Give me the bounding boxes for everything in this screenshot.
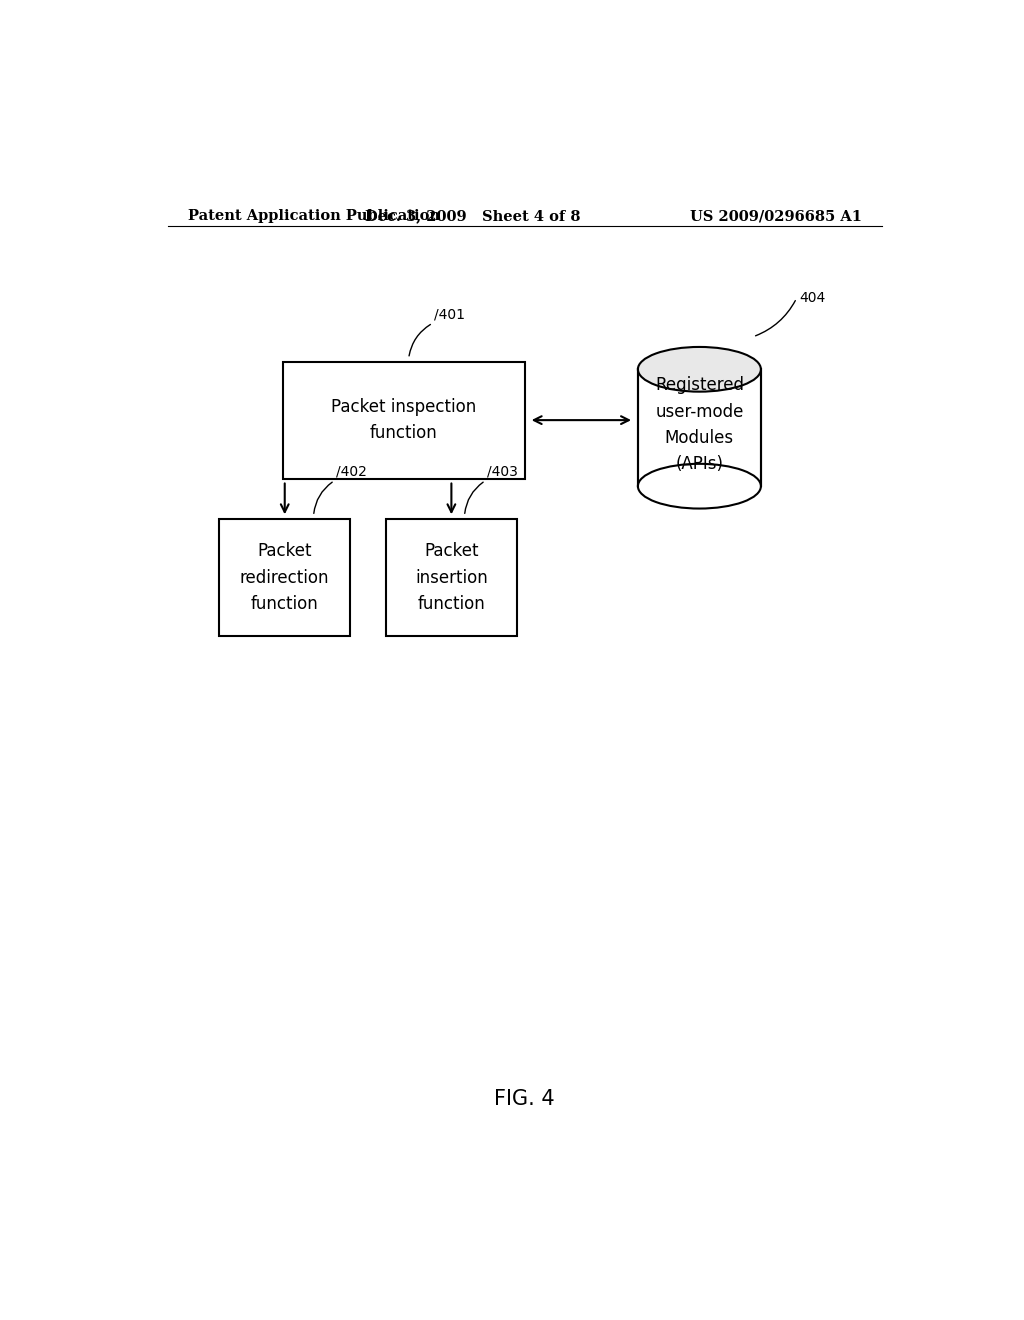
Text: 404: 404 xyxy=(799,292,825,305)
Text: Registered
user-mode
Modules
(APIs): Registered user-mode Modules (APIs) xyxy=(655,376,743,474)
Text: Dec. 3, 2009   Sheet 4 of 8: Dec. 3, 2009 Sheet 4 of 8 xyxy=(366,210,581,223)
Text: /403: /403 xyxy=(487,465,518,479)
Text: FIG. 4: FIG. 4 xyxy=(495,1089,555,1109)
Text: Packet inspection
function: Packet inspection function xyxy=(331,397,476,442)
Text: /401: /401 xyxy=(434,308,466,321)
Bar xyxy=(219,519,350,636)
Text: /402: /402 xyxy=(336,465,367,479)
Text: US 2009/0296685 A1: US 2009/0296685 A1 xyxy=(690,210,862,223)
Bar xyxy=(638,370,761,486)
Bar xyxy=(283,362,524,479)
Ellipse shape xyxy=(638,347,761,392)
Text: Packet
insertion
function: Packet insertion function xyxy=(415,543,487,612)
Text: Packet
redirection
function: Packet redirection function xyxy=(240,543,330,612)
Bar xyxy=(386,519,517,636)
Ellipse shape xyxy=(638,463,761,508)
Text: Patent Application Publication: Patent Application Publication xyxy=(187,210,439,223)
